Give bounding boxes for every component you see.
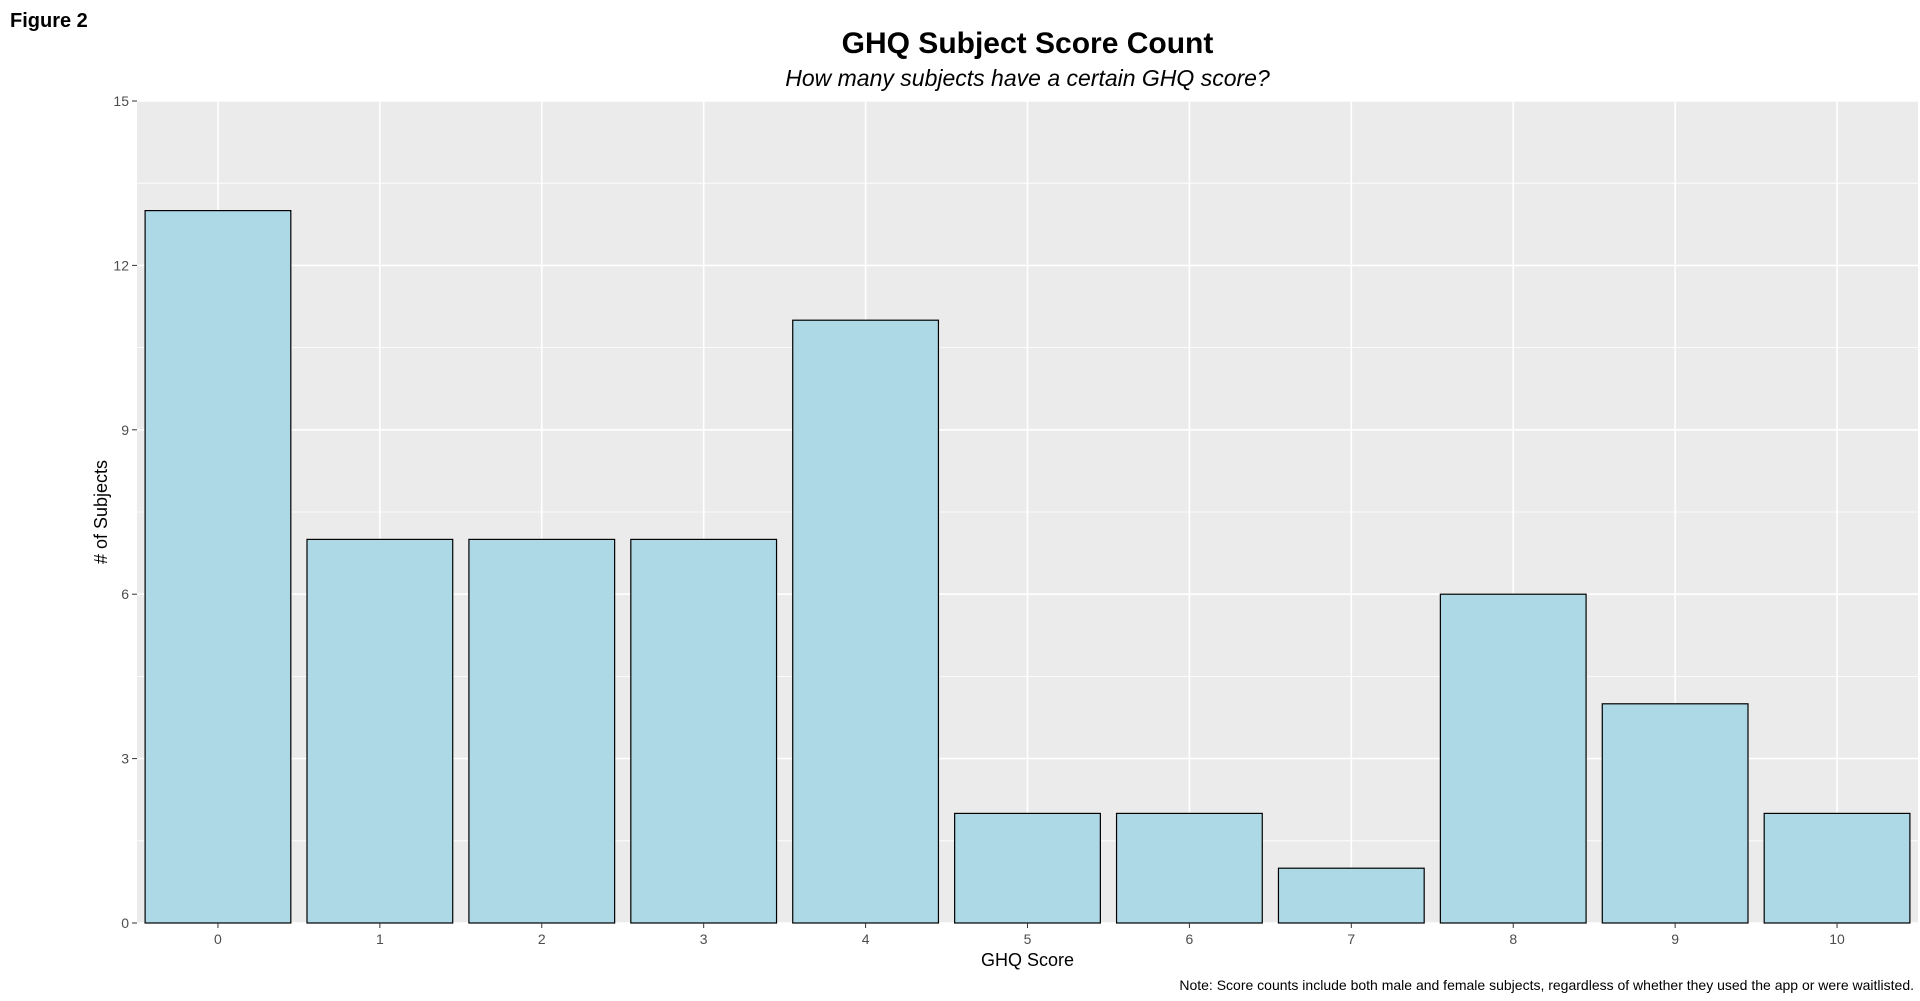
bars bbox=[144, 210, 1911, 924]
x-tick-label: 5 bbox=[1024, 931, 1032, 947]
bar-4 bbox=[792, 319, 940, 924]
x-tick-label: 8 bbox=[1509, 931, 1517, 947]
bar-7 bbox=[1277, 867, 1425, 924]
x-tick-label: 9 bbox=[1671, 931, 1679, 947]
x-tick-label: 4 bbox=[862, 931, 870, 947]
y-tick-label: 12 bbox=[113, 257, 129, 273]
y-tick-label: 9 bbox=[121, 422, 129, 438]
bar-1 bbox=[306, 538, 454, 924]
bar-6 bbox=[1115, 812, 1263, 924]
bar-9 bbox=[1601, 703, 1749, 924]
bar-3 bbox=[630, 538, 778, 924]
y-tick-label: 3 bbox=[121, 751, 129, 767]
x-tick-label: 10 bbox=[1829, 931, 1845, 947]
figure-label: Figure 2 bbox=[10, 10, 88, 32]
bar-10 bbox=[1763, 812, 1911, 924]
y-tick-label: 0 bbox=[121, 915, 129, 931]
x-tick-label: 2 bbox=[538, 931, 546, 947]
x-axis-label: GHQ Score bbox=[981, 950, 1074, 970]
chart-subtitle: How many subjects have a certain GHQ sco… bbox=[785, 65, 1270, 91]
bar-8 bbox=[1439, 593, 1587, 924]
y-tick-label: 15 bbox=[113, 93, 129, 109]
x-tick-label: 3 bbox=[700, 931, 708, 947]
bar-0 bbox=[144, 210, 292, 924]
y-tick-label: 6 bbox=[121, 586, 129, 602]
x-tick-label: 7 bbox=[1347, 931, 1355, 947]
bar-2 bbox=[468, 538, 616, 924]
chart-caption: Note: Score counts include both male and… bbox=[1179, 977, 1914, 993]
x-tick-label: 6 bbox=[1186, 931, 1194, 947]
x-tick-label: 1 bbox=[376, 931, 384, 947]
bar-5 bbox=[954, 812, 1101, 924]
y-axis-label: # of Subjects bbox=[91, 460, 111, 564]
x-tick-label: 0 bbox=[214, 931, 222, 947]
chart-title: GHQ Subject Score Count bbox=[842, 27, 1214, 60]
